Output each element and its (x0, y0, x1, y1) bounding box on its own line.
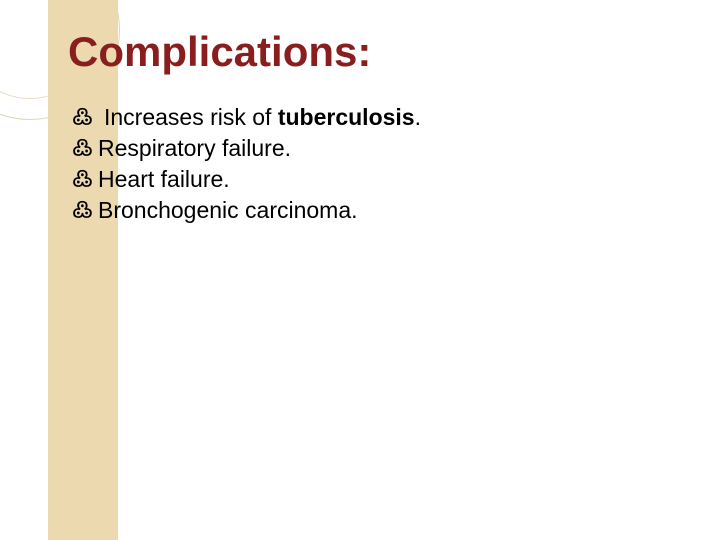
bullet-icon: ߷ (72, 133, 94, 163)
slide-content: Complications: ߷Increases risk of tuberc… (0, 0, 720, 266)
slide-title: Complications: (68, 28, 680, 76)
list-item: ߷Respiratory failure. (72, 133, 680, 164)
list-item-text: Respiratory failure. (98, 133, 291, 164)
list-item: ߷Bronchogenic carcinoma. (72, 195, 680, 226)
bullet-list: ߷Increases risk of tuberculosis.߷Respira… (72, 102, 680, 226)
bullet-icon: ߷ (72, 102, 94, 132)
list-item: ߷Increases risk of tuberculosis. (72, 102, 680, 133)
list-item-text: Heart failure. (98, 164, 230, 195)
list-item-text: Increases risk of tuberculosis. (98, 102, 421, 133)
bullet-icon: ߷ (72, 195, 94, 225)
list-item: ߷Heart failure. (72, 164, 680, 195)
list-item-text: Bronchogenic carcinoma. (98, 195, 358, 226)
bullet-icon: ߷ (72, 164, 94, 194)
